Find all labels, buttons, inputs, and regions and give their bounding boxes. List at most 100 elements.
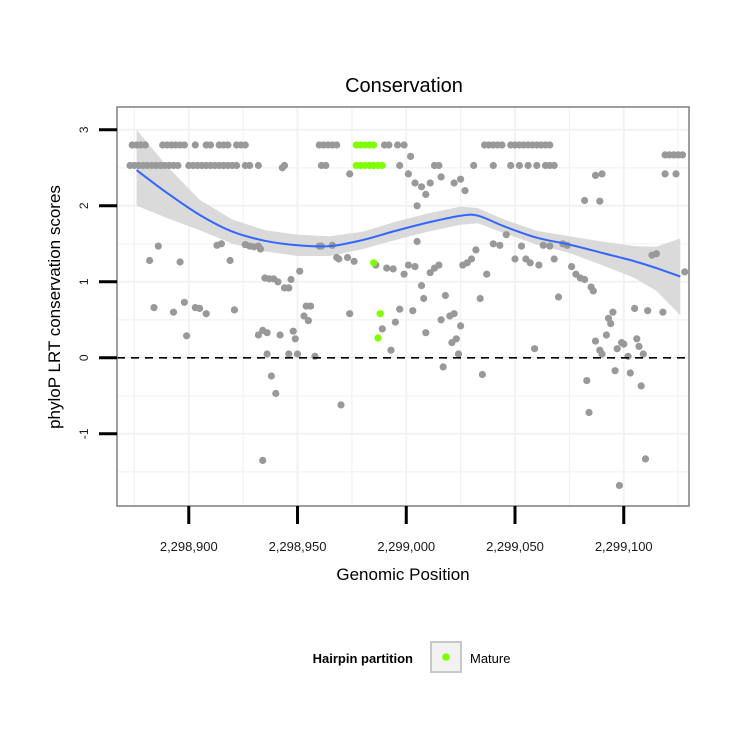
data-point-other [439,363,447,371]
data-point-other [241,141,249,149]
data-point-other [180,141,188,149]
y-tick-label: 1 [77,278,91,285]
data-point-other [346,170,354,178]
y-tick-label: -1 [77,428,91,439]
legend-label-mature: Mature [470,651,510,666]
data-point-other [191,141,199,149]
data-point-other [289,327,297,335]
data-point-other [267,372,275,380]
data-point-other [437,173,445,181]
data-point-other [461,187,469,195]
data-points [126,141,689,490]
data-point-other [276,331,284,339]
data-point-other [224,141,232,149]
data-point-other [591,171,600,179]
data-point-other [196,304,204,312]
data-point-other [300,312,308,320]
data-point-other [154,242,162,250]
legend-title: Hairpin partition [313,651,413,666]
data-point-other [407,152,415,160]
data-point-other [404,170,412,178]
data-point-other [385,141,393,149]
data-point-other [322,161,330,170]
data-point-other [596,197,604,205]
data-point-other [568,263,576,271]
data-point-other [311,352,319,360]
data-point-other [389,265,397,273]
plot-border [116,106,690,507]
data-point-other [533,161,541,170]
data-point-other [378,325,386,333]
data-point-other [174,161,182,170]
data-point-other [217,240,225,248]
data-point-other [585,408,593,417]
data-point-other [554,293,563,301]
data-point-other [524,161,532,170]
data-point-other [450,179,458,187]
data-point-other [426,179,434,187]
data-point-other [169,308,178,316]
data-point-other [146,256,154,265]
data-point-other [141,141,149,149]
data-point-other [226,256,234,265]
data-point-other [661,170,669,178]
data-point-other [263,329,271,337]
data-point-other [411,263,419,271]
data-point-other [517,242,526,250]
data-point-other [635,342,643,350]
data-point-other [476,294,484,303]
data-point-other [589,287,597,295]
data-point-other [531,345,539,353]
data-point-other [672,170,680,178]
data-point-other [246,161,254,170]
data-point-other [450,310,458,318]
data-point-other [259,456,267,464]
y-tick-label: 3 [77,126,91,133]
data-point-other [333,141,341,149]
data-point-other [150,304,158,312]
data-point-other [256,245,265,253]
data-point-other [413,202,421,210]
data-point-other [639,350,647,358]
data-point-other [611,367,619,375]
data-point-other [631,304,639,312]
data-point-other [343,253,352,262]
data-point-other [598,350,606,358]
data-point-mature [378,161,386,170]
data-point-other [183,332,191,340]
data-point-other [400,270,408,278]
data-point-other [180,298,188,306]
data-point-other [417,183,426,191]
data-point-other [420,294,428,303]
data-point-mature [370,141,378,149]
data-point-other [659,308,667,316]
x-tick-label: 2,298,950 [269,539,327,554]
data-point-other [417,282,426,290]
data-point-other [546,141,554,149]
data-point-other [624,352,632,360]
data-point-other [550,255,558,263]
data-point-other [526,259,534,267]
data-point-other [307,302,315,310]
data-point-other [472,246,480,254]
data-point-other [678,151,687,159]
data-point-other [457,175,465,183]
chart-title: Conservation [345,75,463,97]
data-point-other [422,329,430,337]
data-point-other [550,161,558,170]
data-point-other [230,306,238,314]
data-point-other [304,317,312,325]
data-point-other [467,255,476,263]
confidence-band [136,129,681,316]
data-point-other [293,350,302,358]
data-point-other [422,190,430,198]
data-point-other [609,308,617,316]
data-point-other [515,161,524,170]
data-point-other [489,240,497,248]
data-point-other [254,161,262,170]
data-point-other [489,161,497,170]
y-axis-title: phyloP LRT conservation scores [45,185,64,429]
confidence-band-area [136,129,681,316]
data-point-other [626,369,634,377]
